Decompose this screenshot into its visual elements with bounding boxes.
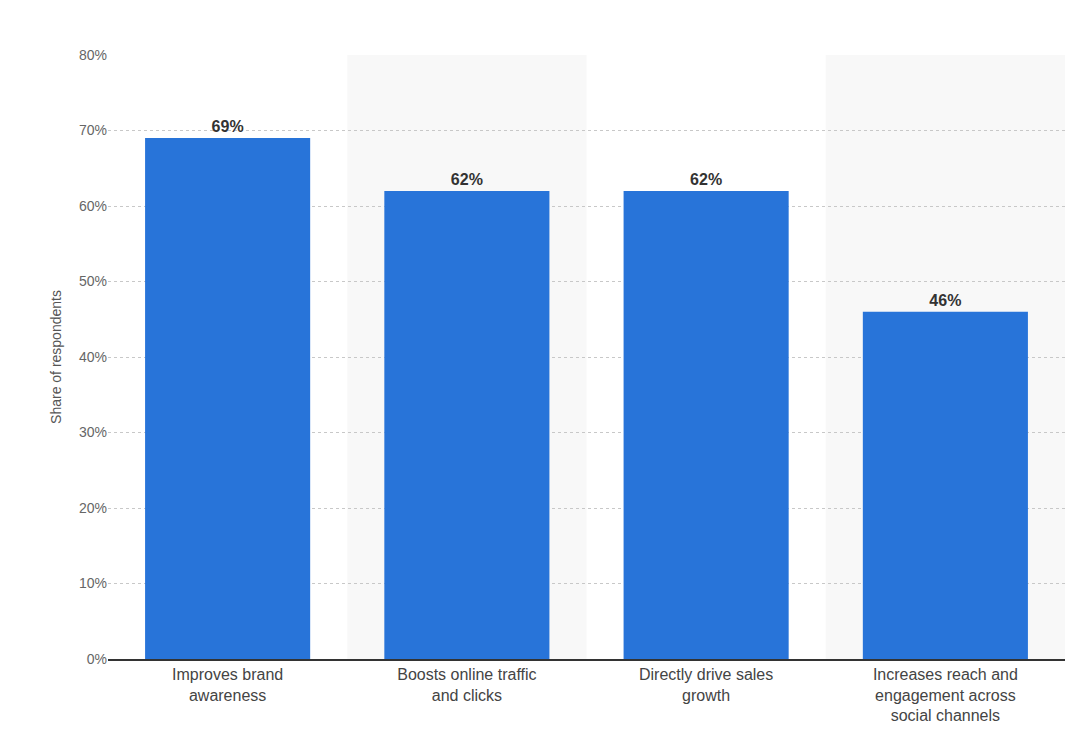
svg-text:30%: 30% (79, 424, 107, 440)
svg-text:Directly drive salesgrowth: Directly drive salesgrowth (639, 666, 773, 704)
svg-text:62%: 62% (690, 171, 722, 188)
svg-text:50%: 50% (79, 273, 107, 289)
svg-text:46%: 46% (929, 292, 961, 309)
svg-text:60%: 60% (79, 198, 107, 214)
svg-text:0%: 0% (87, 651, 107, 667)
svg-text:62%: 62% (451, 171, 483, 188)
svg-text:70%: 70% (79, 122, 107, 138)
svg-text:80%: 80% (79, 47, 107, 63)
svg-text:40%: 40% (79, 349, 107, 365)
svg-text:69%: 69% (212, 118, 244, 135)
svg-text:20%: 20% (79, 500, 107, 516)
svg-text:Improves brandawareness: Improves brandawareness (172, 666, 283, 704)
svg-text:Increases reach andengagement: Increases reach andengagement acrosssoci… (873, 666, 1018, 725)
svg-text:Boosts online trafficand click: Boosts online trafficand clicks (397, 666, 536, 704)
svg-text:10%: 10% (79, 575, 107, 591)
svg-text:Share of respondents: Share of respondents (48, 290, 64, 424)
